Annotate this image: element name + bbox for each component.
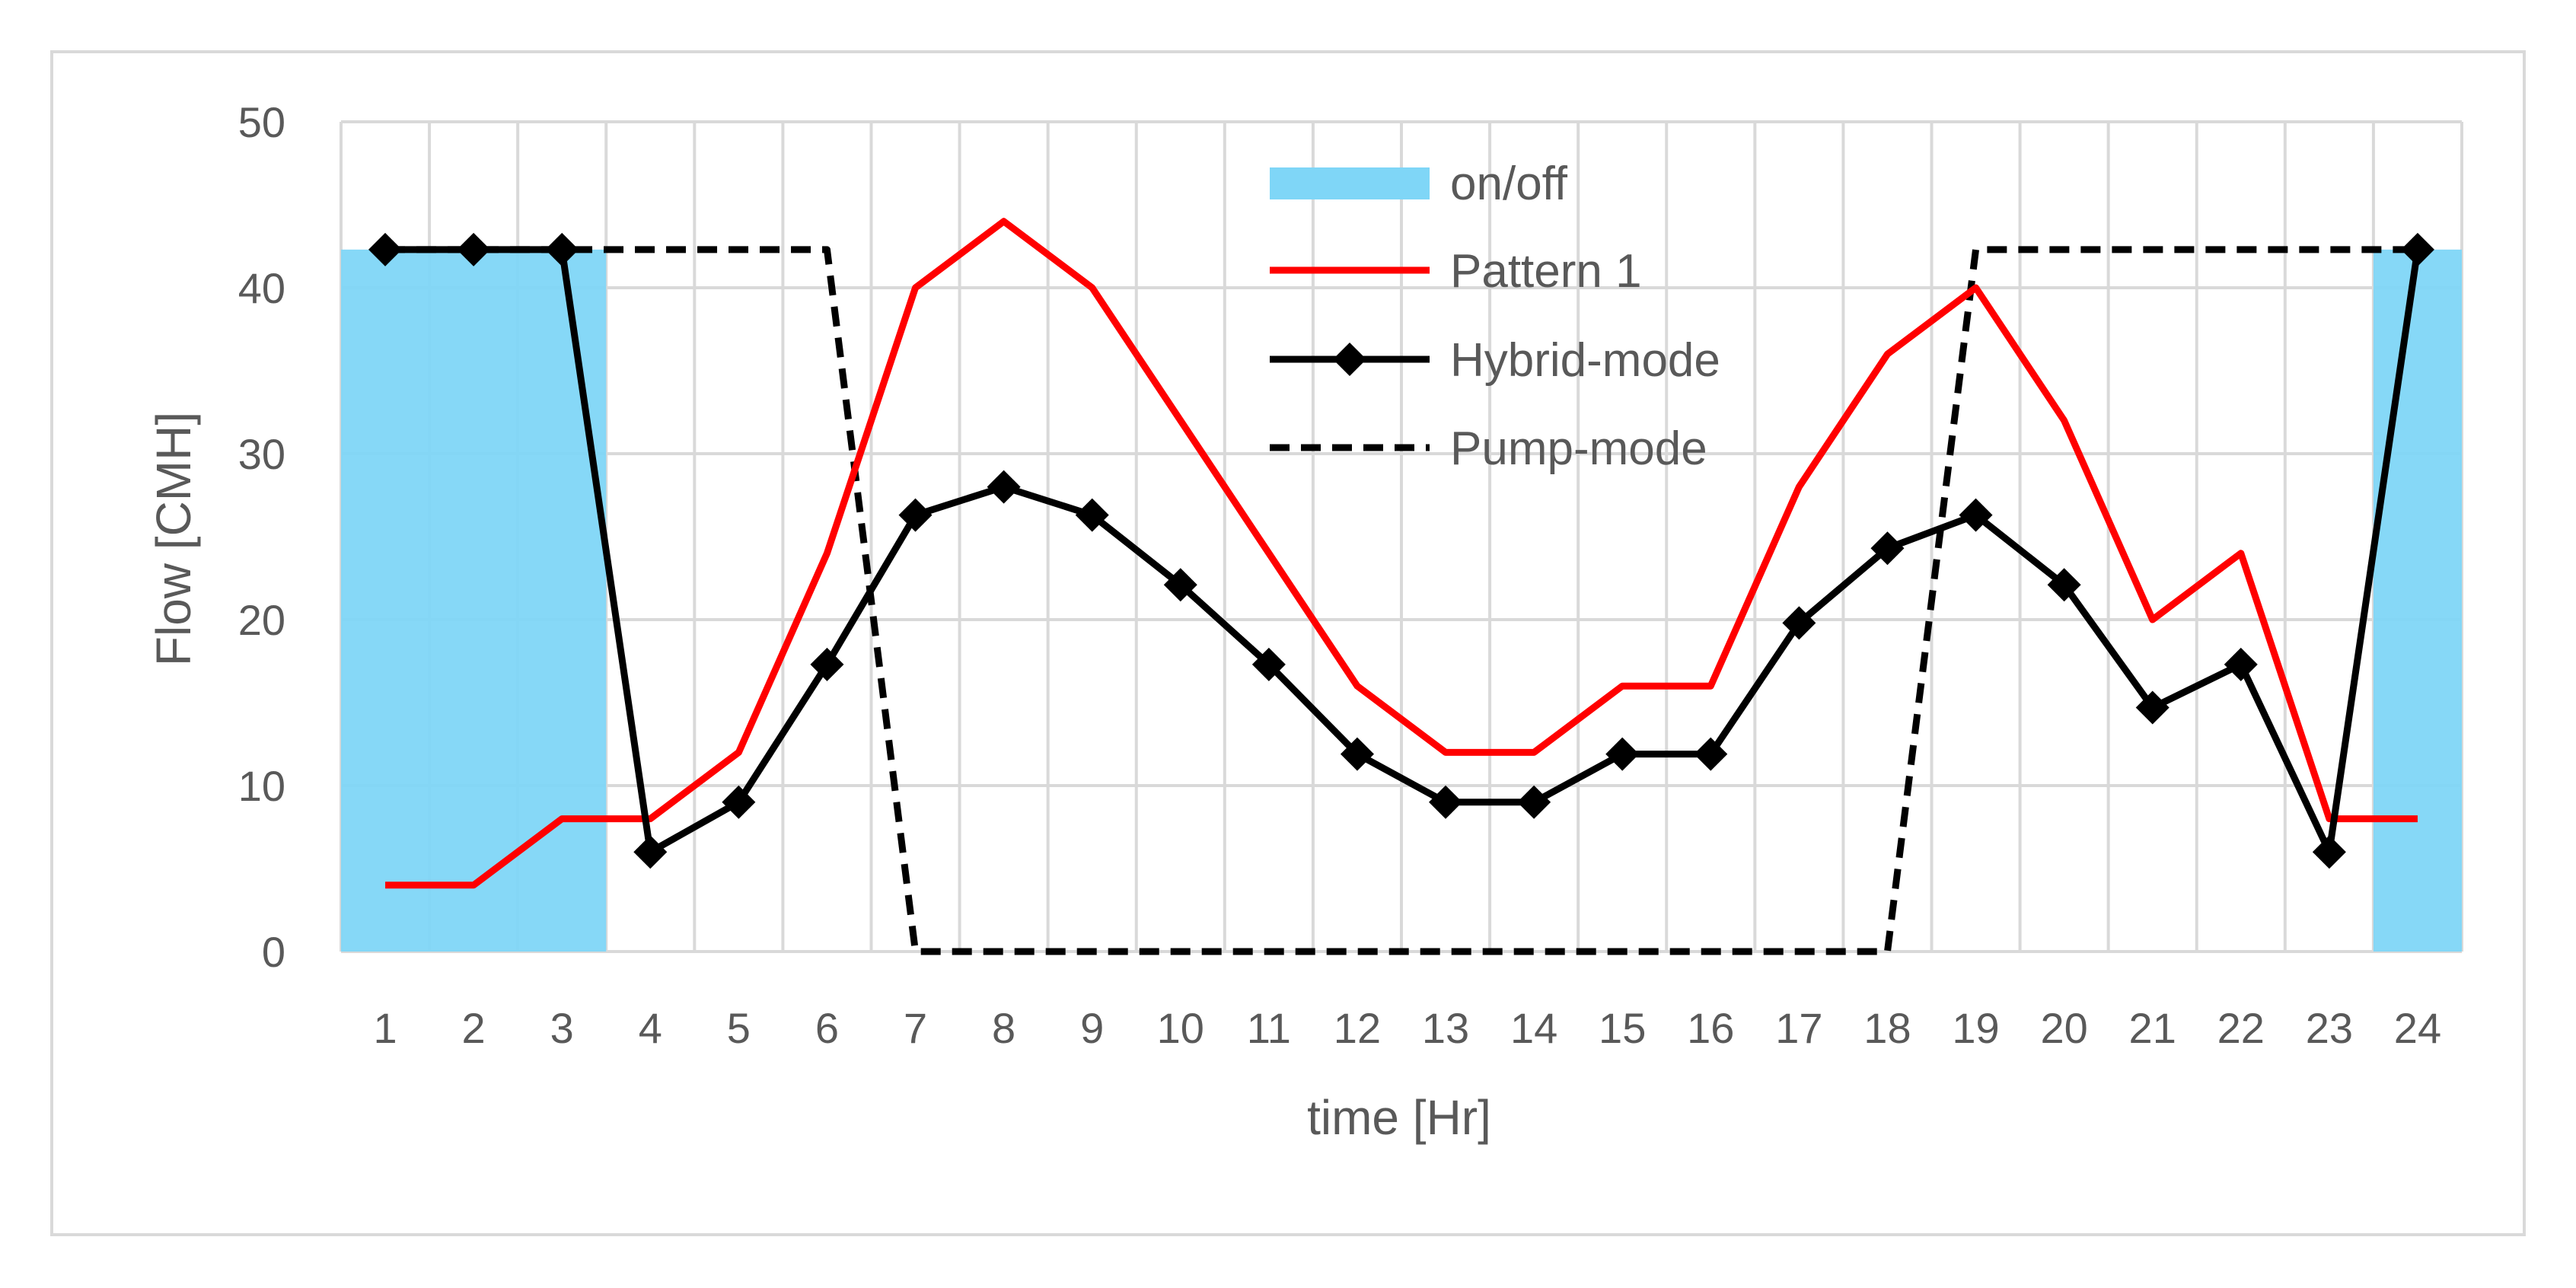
x-tick-label: 7	[904, 1004, 927, 1052]
data-point-hybrid-mode	[987, 470, 1021, 504]
x-tick-label: 2	[462, 1004, 486, 1052]
x-tick-label: 3	[550, 1004, 574, 1052]
data-point-hybrid-mode	[2135, 690, 2170, 725]
x-tick-label: 4	[639, 1004, 662, 1052]
data-point-hybrid-mode	[2224, 647, 2258, 681]
x-tick-label: 8	[992, 1004, 1015, 1052]
legend-label-pattern-1: Pattern 1	[1450, 245, 1642, 298]
x-tick-label: 24	[2394, 1004, 2441, 1052]
x-tick-label: 6	[815, 1004, 839, 1052]
series-layer	[368, 218, 2434, 955]
on-off-bands	[341, 249, 2462, 952]
legend-label-on-off: on/off	[1450, 158, 1568, 210]
data-point-hybrid-mode	[1870, 531, 1905, 566]
legend: on/off Pattern 1 Hybrid-mode Pump-mode	[1270, 158, 1720, 475]
x-tick-label: 11	[1247, 1004, 1291, 1052]
data-point-hybrid-mode	[1694, 737, 1728, 771]
y-tick-label: 30	[238, 430, 285, 478]
data-point-hybrid-mode	[1163, 568, 1197, 602]
data-point-hybrid-mode	[2312, 835, 2346, 869]
series-line-pump-mode	[385, 246, 2418, 955]
data-point-hybrid-mode	[368, 232, 403, 266]
data-point-hybrid-mode	[2400, 232, 2434, 266]
x-tick-label: 20	[2040, 1004, 2087, 1052]
on-off-band	[341, 249, 607, 952]
x-tick-label: 21	[2129, 1004, 2176, 1052]
data-point-hybrid-mode	[1429, 785, 1463, 819]
x-tick-labels: 1 2 3 4 5 6 7 8 9 10 11 12 13 14 15 16 17 18 19 20 21 22 23 24	[373, 1004, 2441, 1052]
x-tick-label: 1	[373, 1004, 397, 1052]
series-line-hybrid-mode	[385, 246, 2421, 856]
x-tick-label: 5	[727, 1004, 751, 1052]
x-tick-label: 19	[1952, 1004, 1999, 1052]
x-tick-label: 15	[1599, 1004, 1646, 1052]
y-tick-label: 40	[238, 264, 285, 312]
data-point-hybrid-mode	[1605, 737, 1640, 771]
legend-label-hybrid-mode: Hybrid-mode	[1450, 334, 1720, 387]
y-tick-label: 0	[262, 928, 285, 976]
data-point-hybrid-mode	[1782, 606, 1816, 640]
data-point-hybrid-mode	[1075, 498, 1109, 532]
data-point-hybrid-mode	[2047, 568, 2081, 602]
data-point-hybrid-mode	[898, 498, 933, 532]
x-axis-title: time [Hr]	[1307, 1090, 1491, 1145]
x-tick-label: 16	[1687, 1004, 1734, 1052]
x-tick-label: 12	[1334, 1004, 1381, 1052]
x-tick-label: 10	[1157, 1004, 1204, 1052]
data-point-hybrid-mode	[1251, 647, 1286, 681]
data-point-hybrid-mode	[810, 647, 844, 681]
legend-swatch-on-off	[1270, 167, 1430, 199]
x-tick-label: 23	[2306, 1004, 2353, 1052]
data-point-hybrid-mode	[1340, 737, 1374, 771]
x-tick-label: 14	[1510, 1004, 1557, 1052]
x-tick-label: 17	[1775, 1004, 1822, 1052]
series-line-pattern-1	[385, 218, 2418, 889]
x-tick-label: 18	[1863, 1004, 1911, 1052]
y-tick-label: 10	[238, 762, 285, 810]
legend-swatch-hybrid-mode-marker	[1333, 343, 1366, 376]
legend-label-pump-mode: Pump-mode	[1450, 422, 1707, 475]
data-point-hybrid-mode	[457, 232, 491, 266]
x-tick-label: 9	[1080, 1004, 1104, 1052]
y-tick-label: 50	[238, 98, 285, 146]
y-axis-title: Flow [CMH]	[146, 412, 201, 666]
y-tick-label: 20	[238, 596, 285, 644]
x-tick-label: 22	[2217, 1004, 2265, 1052]
data-point-hybrid-mode	[722, 785, 756, 819]
on-off-band	[2373, 249, 2462, 952]
data-point-hybrid-mode	[545, 232, 579, 266]
data-point-hybrid-mode	[1959, 498, 1993, 532]
y-tick-labels: 0 10 20 30 40 50	[238, 98, 285, 976]
data-point-hybrid-mode	[1517, 785, 1551, 819]
x-tick-label: 13	[1422, 1004, 1469, 1052]
data-point-hybrid-mode	[633, 835, 668, 869]
